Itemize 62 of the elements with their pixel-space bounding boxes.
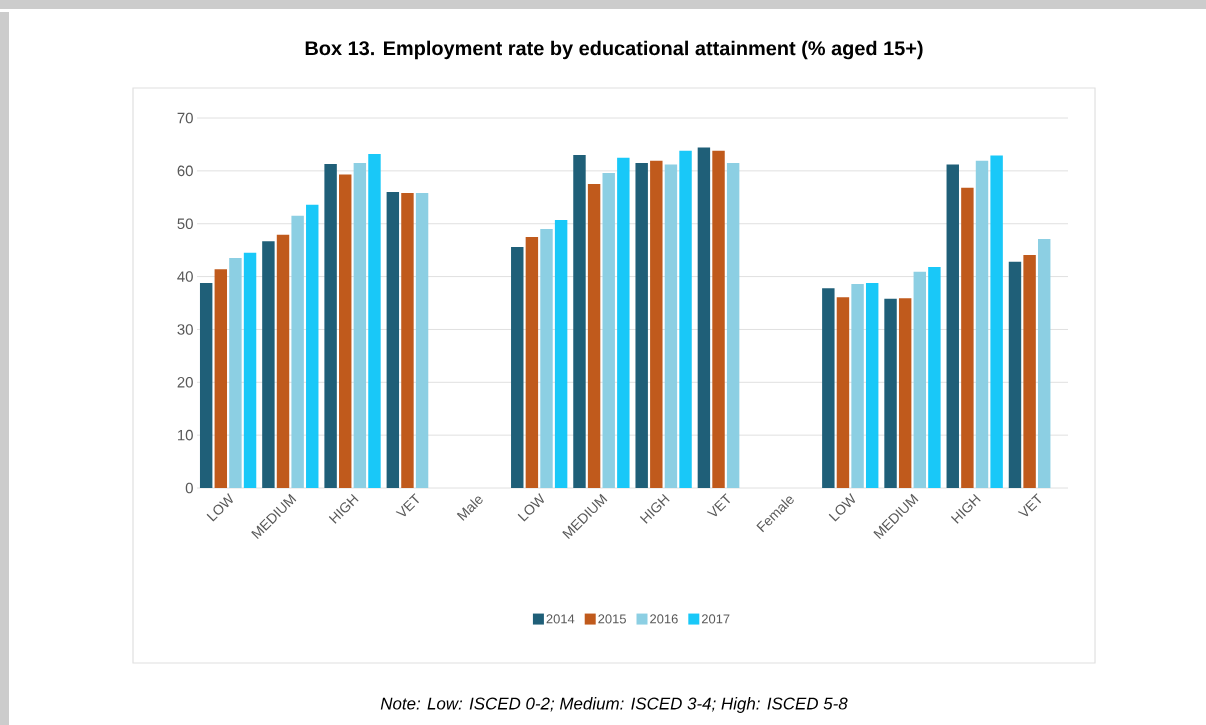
bar <box>401 193 414 489</box>
bar <box>554 220 568 489</box>
legend-label: 2016 <box>650 614 678 624</box>
bar <box>913 271 926 489</box>
bar <box>306 204 319 489</box>
bar <box>712 150 725 489</box>
bar <box>511 246 524 489</box>
bar <box>262 241 275 489</box>
bar <box>635 162 648 489</box>
bar <box>946 164 959 489</box>
bar <box>229 258 242 489</box>
bar <box>368 153 381 489</box>
chart-title: Box 13. Employment rate by educational attainment (% aged 15+) <box>305 40 923 60</box>
bar <box>324 163 337 489</box>
legend-label: 2014 <box>546 614 575 624</box>
bar <box>617 157 630 489</box>
bar <box>822 288 835 489</box>
y-tick-label: 60 <box>177 165 193 177</box>
bar <box>587 184 601 489</box>
bar <box>928 267 941 489</box>
bar <box>602 172 615 489</box>
y-tick-label: 10 <box>178 429 193 441</box>
x-tick-label: VET <box>1017 493 1042 517</box>
y-tick-label: 50 <box>177 218 193 230</box>
bar <box>353 162 367 489</box>
bar <box>898 298 912 489</box>
y-tick-label: 40 <box>177 271 193 282</box>
bar <box>865 282 879 489</box>
legend-label: 2017 <box>701 614 730 624</box>
bar <box>851 283 864 489</box>
bar <box>975 160 989 489</box>
bar <box>573 155 586 489</box>
bar <box>650 160 663 489</box>
x-tick-label: VET <box>706 493 731 517</box>
bar <box>726 162 740 489</box>
bar <box>243 252 257 489</box>
legend-label: 2015 <box>598 614 626 624</box>
bar <box>664 164 678 489</box>
bar <box>276 234 290 489</box>
bar <box>214 269 228 489</box>
bar <box>525 236 539 489</box>
y-tick-label: 70 <box>177 112 193 124</box>
bar <box>540 229 553 489</box>
y-tick-label: 0 <box>185 482 193 494</box>
bar <box>339 174 352 489</box>
y-tick-label: 30 <box>177 324 193 335</box>
y-tick-label: 20 <box>177 377 193 388</box>
bar <box>1023 254 1036 489</box>
bar <box>961 187 974 489</box>
bar <box>199 282 213 489</box>
x-tick-label: VET <box>395 493 419 517</box>
bar <box>836 297 850 489</box>
bar <box>990 155 1003 489</box>
bar <box>697 147 711 489</box>
bar <box>386 192 400 489</box>
bar <box>415 193 429 489</box>
bar <box>291 215 304 489</box>
bar <box>679 150 692 489</box>
bar <box>1008 261 1022 489</box>
text: Note: Low: ISCED 0-2; Medium: ISCED 3-4; High: ISCED 5-8 <box>380 697 848 713</box>
bar <box>884 298 897 489</box>
bar <box>1038 239 1051 489</box>
